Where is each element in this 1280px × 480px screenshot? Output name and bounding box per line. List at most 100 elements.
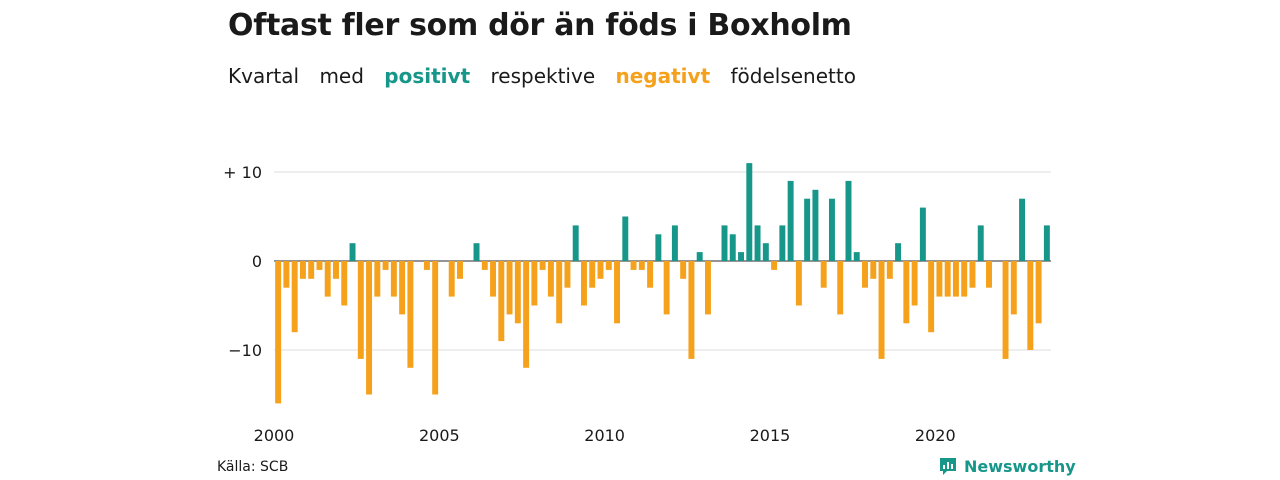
bar-negative [490, 261, 497, 297]
x-tick-label: 2000 [254, 426, 295, 445]
bar-positive [622, 216, 629, 261]
bar-negative [407, 261, 414, 368]
bar-negative [647, 261, 654, 288]
bar-negative [291, 261, 298, 333]
bar-negative [283, 261, 290, 288]
subtitle-text-2: med [319, 64, 364, 88]
bar-negative [961, 261, 968, 297]
bar-negative [506, 261, 513, 315]
bar-positive [746, 163, 753, 261]
bar-negative [589, 261, 596, 288]
bar-positive [655, 234, 662, 261]
newsworthy-icon [940, 458, 956, 475]
bar-negative [911, 261, 918, 306]
bar-negative [448, 261, 455, 297]
bar-negative [423, 261, 430, 270]
bar-negative [630, 261, 637, 270]
bar-negative [374, 261, 381, 297]
bar-negative [564, 261, 571, 288]
bar-negative [663, 261, 670, 315]
bar-negative [1027, 261, 1034, 350]
bar-negative [870, 261, 877, 279]
chart-title: Oftast fler som dör än föds i Boxholm [228, 8, 852, 43]
bar-negative [382, 261, 389, 270]
bar-positive [721, 225, 728, 261]
bar-positive [895, 243, 902, 261]
bar-negative [820, 261, 827, 288]
chart-subtitle: Kvartal med positivt respektive negativt… [228, 64, 870, 88]
bar-negative [1002, 261, 1009, 359]
bar-positive [828, 198, 835, 261]
bar-negative [481, 261, 488, 270]
subtitle-negative-label: negativt [615, 64, 711, 88]
bar-negative [837, 261, 844, 315]
bar-positive [349, 243, 356, 261]
bar-positive [671, 225, 678, 261]
bar-negative [299, 261, 306, 279]
y-tick-label: + 10 [223, 163, 262, 182]
x-tick-label: 2005 [419, 426, 460, 445]
subtitle-text-4: födelsenetto [730, 64, 856, 88]
bar-negative [597, 261, 604, 279]
bar-negative [357, 261, 364, 359]
bar-positive [762, 243, 769, 261]
bar-negative [795, 261, 802, 306]
x-tick-label: 2020 [915, 426, 956, 445]
bar-positive [729, 234, 736, 261]
bar-negative [886, 261, 893, 279]
bar-negative [324, 261, 331, 297]
bar-positive [787, 180, 794, 261]
x-tick-label: 2015 [750, 426, 791, 445]
bar-negative [341, 261, 348, 306]
bar-negative [903, 261, 910, 324]
y-tick-label: −10 [228, 341, 262, 360]
bar-negative [523, 261, 530, 368]
bar-positive [812, 189, 819, 261]
bar-positive [779, 225, 786, 261]
bar-negative [986, 261, 992, 288]
subtitle-positive-label: positivt [384, 64, 471, 88]
brand-name: Newsworthy [964, 456, 1076, 476]
subtitle-text-1: Kvartal [228, 64, 300, 88]
bar-positive [696, 252, 703, 261]
bar-negative [457, 261, 463, 279]
bar-negative [605, 261, 612, 270]
bar-negative [688, 261, 695, 359]
bar-negative [556, 261, 563, 324]
bar-negative [316, 261, 323, 270]
bar-positive [977, 225, 984, 261]
x-tick-label: 2010 [584, 426, 625, 445]
bar-negative [581, 261, 587, 306]
bar-negative [498, 261, 505, 342]
bar-negative [308, 261, 315, 279]
bar-negative [638, 261, 645, 270]
bar-negative [531, 261, 538, 306]
bar-negative [614, 261, 621, 324]
bar-positive [572, 225, 579, 261]
bar-negative [333, 261, 339, 279]
bar-negative [432, 261, 439, 395]
bar-negative [878, 261, 885, 359]
bar-negative [390, 261, 397, 297]
bar-positive [845, 180, 852, 261]
bar-negative [1035, 261, 1042, 324]
brand-logo: Newsworthy [938, 456, 1076, 476]
bar-negative [1010, 261, 1017, 315]
bar-positive [919, 207, 926, 261]
bar-negative [399, 261, 406, 315]
bar-negative [952, 261, 959, 297]
bar-positive [754, 225, 761, 261]
bar-negative [680, 261, 687, 279]
source-label: Källa: SCB [217, 459, 289, 475]
bar-negative [366, 261, 373, 395]
bar-positive [1043, 225, 1050, 261]
bar-negative [547, 261, 554, 297]
bar-negative [514, 261, 521, 324]
subtitle-text-3: respektive [490, 64, 596, 88]
bar-negative [969, 261, 976, 288]
bar-negative [862, 261, 868, 288]
bar-positive [804, 198, 811, 261]
bar-positive [473, 243, 480, 261]
bar-positive [738, 252, 744, 261]
